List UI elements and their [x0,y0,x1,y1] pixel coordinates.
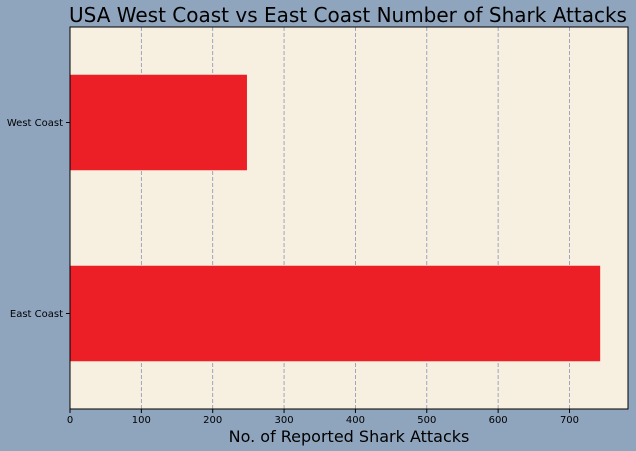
y-axis-ticks: East Coast West Coast [7,118,70,320]
x-tick-label: 0 [67,415,73,426]
bar-layer [70,74,601,362]
x-tick-label: 200 [203,415,222,426]
bar-west-coast [70,74,247,171]
x-axis-ticks: 0 100 200 300 400 500 600 700 [67,409,579,426]
x-tick-label: 600 [489,415,508,426]
plot-frame [69,26,629,410]
x-tick-label: 500 [417,415,436,426]
x-tick-label: 100 [132,415,151,426]
chart-title: USA West Coast vs East Coast Number of S… [69,3,627,27]
x-tick-label: 300 [275,415,294,426]
x-axis-label: No. of Reported Shark Attacks [229,427,470,446]
y-tick-label: East Coast [10,309,63,320]
y-tick-label: West Coast [7,118,63,129]
x-tick-label: 700 [560,415,579,426]
x-tick-label: 400 [346,415,365,426]
bar-east-coast [70,265,601,362]
